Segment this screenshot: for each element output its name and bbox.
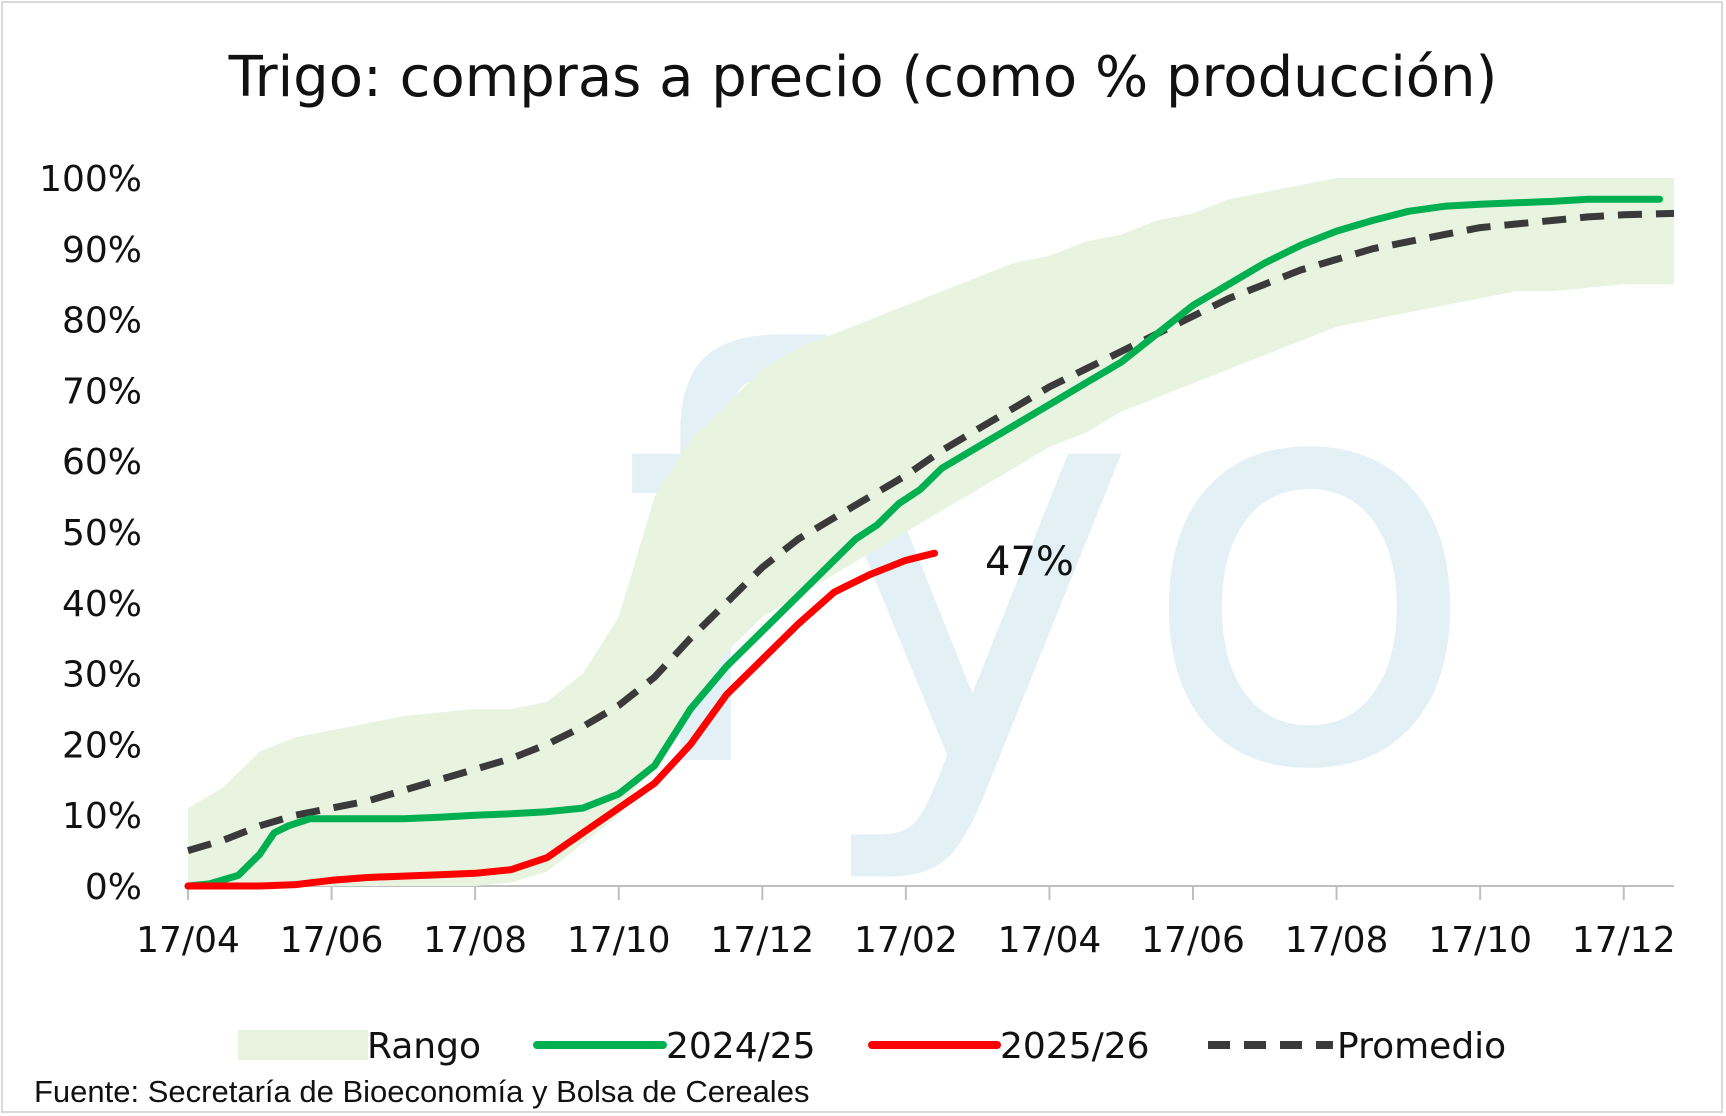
y-tick-label: 80% [62, 301, 142, 342]
y-tick-label: 50% [62, 513, 142, 554]
legend: Rango 2024/25 2025/26 Promedio [238, 1026, 1506, 1067]
y-tick-label: 70% [62, 371, 142, 412]
y-tick-label: 30% [62, 655, 142, 696]
legend-item-rango: Rango [238, 1026, 481, 1067]
x-tick-label: 17/04 [136, 920, 240, 961]
series-line-promedio [187, 209, 1675, 854]
legend-label-rango: Rango [367, 1026, 481, 1067]
series-line-2025-26 [184, 549, 939, 890]
x-axis: 17/04 17/06 17/08 17/10 17/12 17/02 17/04 17/06… [136, 885, 1676, 961]
x-tick-label: 17/12 [1572, 920, 1676, 961]
y-tick-label: 90% [62, 230, 142, 271]
legend-label-2025-26: 2025/26 [1000, 1026, 1150, 1067]
x-tick-label: 17/12 [710, 920, 814, 961]
series-line-2024-25 [184, 195, 1664, 890]
x-tick-label: 17/08 [423, 920, 527, 961]
annotation-last-value: 47% [985, 539, 1074, 585]
legend-item-promedio: Promedio [1208, 1026, 1506, 1067]
plot-area [184, 178, 1675, 890]
legend-item-2025-26: 2025/26 [868, 1026, 1150, 1067]
y-tick-label: 0% [85, 867, 142, 908]
x-tick-label: 17/06 [1141, 920, 1245, 961]
legend-item-2024-25: 2024/25 [533, 1026, 816, 1067]
x-tick-label: 17/08 [1285, 920, 1389, 961]
x-tick-label: 17/10 [1428, 920, 1532, 961]
y-axis-ticks: 0% 10% 20% 30% 40% 50% 60% 70% 80% 90% 100% [39, 159, 142, 908]
chart-title: Trigo: compras a precio (como % producci… [228, 45, 1498, 110]
y-tick-label: 20% [62, 725, 142, 766]
legend-label-2024-25: 2024/25 [666, 1026, 816, 1067]
legend-swatch-rango [238, 1030, 368, 1060]
source-note: Fuente: Secretaría de Bioeconomía y Bols… [34, 1074, 809, 1109]
x-tick-label: 17/06 [280, 920, 384, 961]
x-tick-label: 17/04 [998, 920, 1102, 961]
legend-label-promedio: Promedio [1337, 1026, 1506, 1067]
y-tick-label: 100% [39, 159, 142, 200]
y-tick-label: 10% [62, 796, 142, 837]
y-tick-label: 60% [62, 442, 142, 483]
y-tick-label: 40% [62, 584, 142, 625]
x-tick-label: 17/02 [854, 920, 958, 961]
x-tick-label: 17/10 [567, 920, 671, 961]
range-band [188, 178, 1674, 886]
